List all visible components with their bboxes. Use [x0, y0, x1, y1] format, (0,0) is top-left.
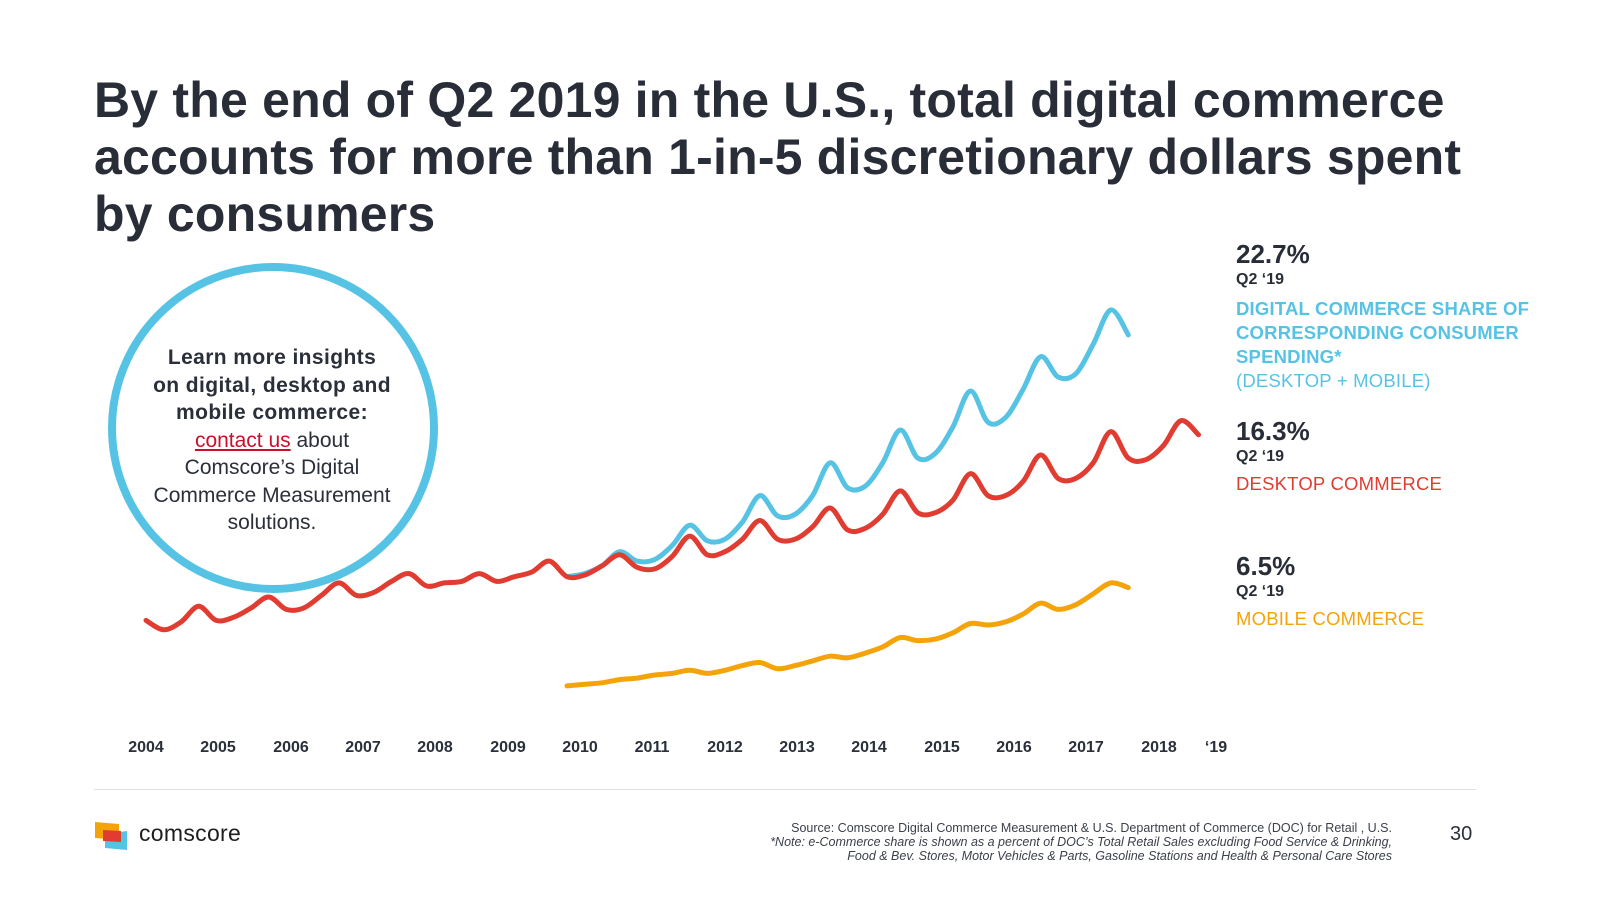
legend-total-label: DIGITAL COMMERCE SHARE OF	[1236, 298, 1530, 319]
page-number: 30	[1450, 823, 1473, 845]
legend-desktop-period: Q2 ‘19	[1236, 448, 1285, 465]
callout-line: about	[290, 428, 350, 452]
note-line: *Note: e-Commerce share is shown as a pe…	[770, 835, 1392, 849]
x-tick-label: 2004	[128, 739, 164, 756]
x-tick-label: 2016	[996, 739, 1032, 756]
callout-line: mobile commerce:	[176, 401, 368, 424]
source-line: Source: Comscore Digital Commerce Measur…	[791, 821, 1392, 835]
legend-total-period: Q2 ‘19	[1236, 271, 1285, 288]
chart-series	[143, 307, 1201, 689]
x-tick-label: 2018	[1141, 739, 1177, 756]
callout-line: Comscore’s Digital	[184, 456, 360, 479]
comscore-logo-text: comscore	[139, 820, 242, 846]
legend-desktop-label: DESKTOP COMMERCE	[1236, 473, 1443, 494]
note-line: Food & Bev. Stores, Motor Vehicles & Par…	[847, 849, 1392, 863]
legend-total-label: SPENDING*	[1236, 346, 1342, 367]
slide-title: By the end of Q2 2019 in the U.S., total…	[94, 72, 1462, 242]
x-tick-label: 2011	[635, 739, 670, 756]
callout-line: on digital, desktop and	[153, 373, 391, 397]
x-tick-label: 2006	[273, 739, 309, 756]
desktop-commerce-line	[143, 418, 1201, 633]
legend-mobile-period: Q2 ‘19	[1236, 583, 1285, 600]
x-tick-label: 2009	[490, 739, 526, 756]
x-tick-label: 2007	[345, 739, 381, 756]
callout-line: Learn more insights	[167, 346, 377, 369]
legend-total: 22.7% Q2 ‘19 DIGITAL COMMERCE SHARE OF C…	[1236, 239, 1529, 393]
x-tick-label: 2008	[417, 739, 453, 756]
x-tick-label: 2010	[562, 739, 598, 756]
legend-mobile: 6.5% Q2 ‘19 MOBILE COMMERCE	[1236, 551, 1424, 631]
callout-line: Commerce Measurement	[153, 483, 391, 507]
footer-divider	[94, 789, 1476, 790]
callout-line: solutions.	[227, 511, 317, 534]
x-tick-label: 2012	[707, 739, 743, 756]
x-tick-label: 2005	[200, 739, 236, 756]
x-tick-label: 2014	[851, 739, 887, 756]
legend-desktop: 16.3% Q2 ‘19 DESKTOP COMMERCE	[1236, 416, 1442, 496]
legend-mobile-value: 6.5%	[1236, 551, 1296, 581]
x-tick-label: 2013	[779, 739, 815, 756]
legend-total-label: CORRESPONDING CONSUMER	[1236, 322, 1519, 343]
legend-total-sublabel: (DESKTOP + MOBILE)	[1236, 370, 1431, 391]
x-tick-label: 2017	[1068, 739, 1104, 756]
x-tick-label: 2015	[924, 739, 960, 756]
callout-ring	[108, 263, 438, 593]
x-axis-tick-labels: 2004 2005 2006 2007 2008 2009 2010 2011 2012 2013…	[128, 739, 1227, 756]
legend-desktop-value: 16.3%	[1236, 416, 1310, 446]
digital-commerce-total-line	[564, 307, 1131, 580]
callout-text: Learn more insights on digital, desktop …	[130, 344, 414, 537]
mobile-commerce-line	[564, 580, 1131, 689]
legend-total-value: 22.7%	[1236, 239, 1310, 269]
contact-us-link[interactable]: contact us	[194, 428, 291, 452]
callout-link-line: contact us about	[130, 427, 414, 455]
source-note: Source: Comscore Digital Commerce Measur…	[770, 821, 1392, 863]
x-tick-label: ‘19	[1205, 739, 1227, 756]
legend-mobile-label: MOBILE COMMERCE	[1236, 608, 1425, 629]
comscore-logo-icon	[95, 822, 127, 850]
